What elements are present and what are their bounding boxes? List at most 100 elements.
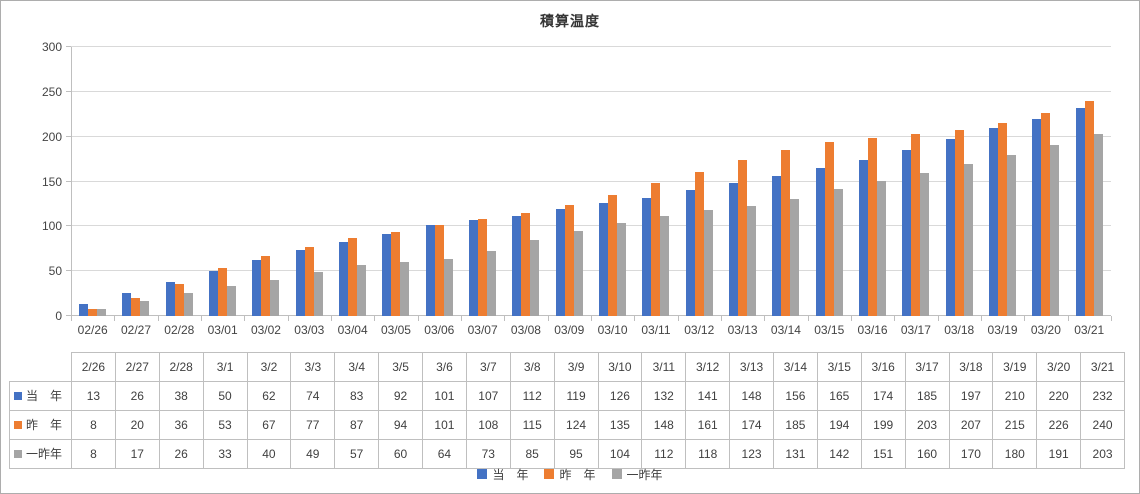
x-tick-label: 03/05 — [380, 323, 411, 337]
series-name: 当 年 — [26, 389, 63, 403]
bar-two-years-ago — [530, 239, 540, 316]
plot-area — [66, 46, 1112, 321]
table-value-cell: 64 — [422, 438, 467, 469]
bar-this-year — [642, 197, 652, 316]
y-tick-label: 300 — [41, 40, 62, 54]
category-group — [634, 47, 677, 316]
table-value-cell: 62 — [246, 380, 292, 411]
category-group — [894, 47, 937, 316]
table-value-cell: 156 — [773, 380, 818, 411]
x-axis-tick — [807, 316, 809, 321]
bar-last-year — [1041, 113, 1051, 316]
table-value-cell: 112 — [641, 438, 687, 469]
bar-this-year — [469, 220, 479, 316]
table-value-cell: 124 — [553, 409, 599, 440]
category-group — [288, 47, 331, 316]
x-tick-label: 03/08 — [510, 323, 541, 337]
table-date-header: 2/28 — [158, 352, 204, 382]
bar-two-years-ago — [227, 286, 237, 316]
x-tick-label: 03/09 — [554, 323, 585, 337]
table-date-header: 3/9 — [553, 352, 599, 382]
x-tick-label: 02/26 — [77, 323, 108, 337]
x-tick-label: 03/17 — [900, 323, 931, 337]
category-group — [721, 47, 764, 316]
table-value-cell: 161 — [685, 409, 731, 440]
table-value-cell: 148 — [641, 409, 687, 440]
bar-last-year — [694, 171, 704, 316]
category-group — [808, 47, 851, 316]
x-tick-label: 03/07 — [467, 323, 498, 337]
table-value-cell: 174 — [860, 380, 906, 411]
bar-this-year — [512, 215, 522, 316]
x-axis-tick — [937, 316, 939, 321]
table-value-cell: 210 — [992, 380, 1038, 411]
bar-two-years-ago — [1007, 154, 1017, 316]
x-axis-tick — [157, 316, 159, 321]
table-value-cell: 199 — [860, 409, 906, 440]
table-date-header: 3/12 — [685, 352, 731, 382]
table-value-cell: 74 — [290, 380, 336, 411]
legend-swatch-this-year — [477, 469, 488, 479]
legend-label: 一昨年 — [626, 467, 663, 482]
y-axis-tick — [66, 270, 71, 272]
bar-last-year — [998, 123, 1008, 316]
x-axis-tick — [287, 316, 289, 321]
series-swatch-last-year — [14, 420, 22, 429]
x-tick-label: 03/02 — [250, 323, 281, 337]
x-axis-tick — [894, 316, 896, 321]
category-group — [71, 47, 114, 316]
bar-last-year — [131, 298, 141, 316]
category-group — [374, 47, 417, 316]
x-axis-tick — [374, 316, 376, 321]
table-value-cell: 207 — [948, 409, 994, 440]
bar-this-year — [382, 233, 392, 316]
x-axis-tick — [634, 316, 636, 321]
category-group — [591, 47, 634, 316]
x-tick-label: 03/21 — [1074, 323, 1105, 337]
y-tick-label: 200 — [41, 129, 62, 144]
category-group — [938, 47, 981, 316]
category-group — [981, 47, 1024, 316]
table-value-cell: 67 — [246, 409, 292, 440]
y-axis-tick — [66, 315, 71, 316]
table-value-cell: 185 — [773, 409, 818, 440]
table-date-header: 3/21 — [1080, 352, 1125, 382]
bar-two-years-ago — [183, 292, 193, 316]
bar-two-years-ago — [1050, 144, 1060, 316]
x-axis-tick — [677, 316, 679, 321]
x-tick-label: 03/19 — [987, 323, 1018, 337]
category-group — [851, 47, 894, 316]
y-tick-label: 0 — [55, 309, 62, 323]
table-value-cell: 38 — [158, 380, 204, 411]
bar-two-years-ago — [313, 272, 323, 316]
table-value-cell: 26 — [114, 380, 160, 411]
bar-this-year — [209, 271, 219, 316]
bar-this-year — [729, 183, 739, 316]
bar-this-year — [165, 281, 175, 316]
table-value-cell: 33 — [202, 438, 248, 469]
table-value-cell: 135 — [597, 409, 643, 440]
category-group — [548, 47, 591, 316]
table-date-header: 3/11 — [641, 352, 687, 382]
table-value-cell: 60 — [378, 438, 423, 469]
table-date-header: 2/26 — [71, 352, 116, 382]
y-axis-tick — [66, 180, 71, 182]
bar-two-years-ago — [357, 264, 367, 316]
row-label-this-year: 当 年 — [9, 380, 72, 411]
x-axis-tick — [461, 316, 462, 321]
table-date-header: 3/7 — [465, 352, 511, 382]
bar-this-year — [945, 139, 955, 316]
legend-swatch-last-year — [544, 469, 555, 479]
x-tick-label: 03/04 — [337, 323, 368, 337]
x-tick-label: 03/15 — [814, 323, 845, 337]
x-tick-label: 03/10 — [597, 323, 628, 337]
bar-last-year — [651, 183, 661, 316]
bar-last-year — [174, 283, 184, 316]
table-date-header: 3/16 — [860, 352, 906, 382]
table-value-cell: 104 — [597, 438, 643, 469]
table-value-cell: 118 — [685, 438, 731, 469]
table-value-cell: 191 — [1036, 438, 1082, 469]
table-date-header: 3/10 — [597, 352, 643, 382]
bar-last-year — [564, 204, 574, 316]
table-date-header: 2/27 — [114, 352, 160, 382]
